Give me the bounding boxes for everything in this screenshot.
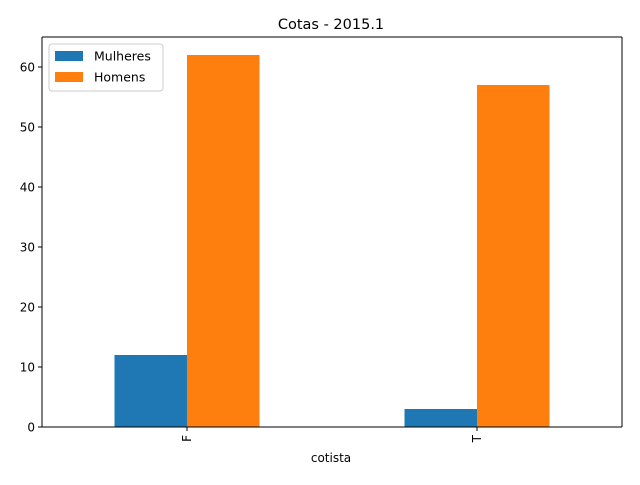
legend-swatch-homens	[55, 72, 83, 82]
x-tick-label: F	[180, 435, 194, 442]
y-tick-label: 30	[20, 241, 35, 255]
legend-swatch-mulheres	[55, 51, 83, 61]
bar-homens-f	[187, 55, 260, 427]
chart-title: Cotas - 2015.1	[278, 17, 384, 33]
y-tick-label: 50	[20, 121, 35, 135]
axes-layer: 0 10 20 30 40 50 60 F T	[20, 36, 623, 443]
x-tick-label: T	[470, 434, 484, 443]
legend: Mulheres Homens	[48, 43, 164, 92]
legend-label-mulheres: Mulheres	[94, 49, 151, 64]
x-axis-label: cotista	[311, 451, 351, 465]
bar-mulheres-f	[114, 355, 187, 427]
y-tick-label: 20	[20, 301, 35, 315]
y-tick-label: 10	[20, 361, 35, 375]
bars-layer	[114, 55, 550, 427]
y-tick-label: 60	[20, 61, 35, 75]
y-tick-label: 0	[27, 421, 35, 435]
legend-label-homens: Homens	[94, 70, 145, 85]
y-tick-label: 40	[20, 181, 35, 195]
bar-mulheres-t	[404, 409, 477, 427]
bar-homens-t	[477, 85, 550, 427]
